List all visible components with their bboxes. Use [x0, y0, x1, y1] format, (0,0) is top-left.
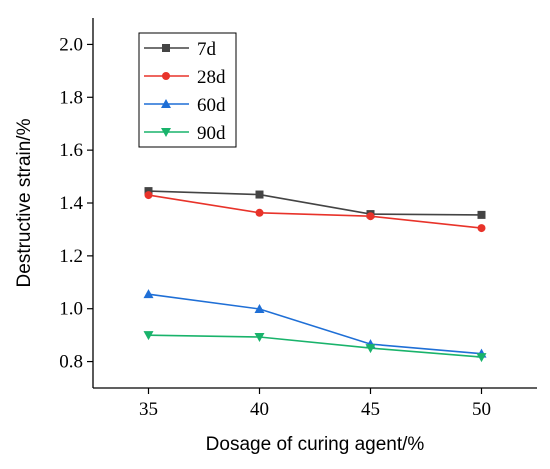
- legend-label: 28d: [197, 67, 226, 88]
- series-line-7d: [148, 190, 482, 216]
- data-point-60d: [254, 303, 265, 313]
- y-tick-label: 1.8: [59, 87, 83, 108]
- legend-item-7d: 7d: [144, 39, 217, 60]
- series-90d: [143, 331, 487, 363]
- data-point-60d: [143, 289, 154, 299]
- y-tick-label: 1.6: [59, 140, 83, 161]
- legend-box: [138, 32, 237, 148]
- legend-marker: [161, 99, 171, 108]
- legend-label: 90d: [197, 123, 226, 144]
- data-point-7d: [255, 190, 264, 199]
- y-tick-label: 1.0: [59, 299, 83, 320]
- y-tick-label: 2.0: [59, 34, 83, 55]
- legend-item-28d: 28d: [144, 67, 226, 88]
- legend-label: 60d: [197, 95, 226, 116]
- x-tick-label: 35: [139, 399, 158, 420]
- y-tick-label: 0.8: [59, 352, 83, 373]
- series-layer: [143, 187, 487, 363]
- x-tick-label: 40: [250, 399, 269, 420]
- data-point-90d: [254, 332, 265, 342]
- data-point-28d: [144, 191, 153, 200]
- data-point-28d: [366, 212, 375, 221]
- legend-marker: [162, 72, 170, 80]
- series-line-60d: [148, 293, 482, 355]
- legend-item-90d: 90d: [144, 123, 226, 144]
- data-point-90d: [365, 344, 376, 354]
- series-60d: [143, 289, 487, 358]
- series-line-28d: [148, 194, 482, 229]
- data-point-90d: [143, 331, 154, 341]
- x-ticks: 35 40 45 50: [139, 388, 491, 420]
- legend-label: 7d: [197, 39, 217, 60]
- legend-marker: [161, 128, 171, 137]
- legend-item-60d: 60d: [144, 95, 226, 116]
- y-axis-title: Destructive strain/%: [14, 118, 35, 287]
- y-ticks: 0.8 1.0 1.2 1.4 1.6 1.8 2.0: [59, 34, 93, 373]
- legend-marker: [162, 44, 170, 52]
- data-point-90d: [476, 353, 487, 363]
- data-point-28d: [477, 224, 486, 233]
- series-line-90d: [148, 334, 482, 358]
- legend: 7d 28d 60d 90d: [138, 32, 237, 148]
- x-tick-label: 45: [361, 399, 380, 420]
- x-tick-label: 50: [472, 399, 491, 420]
- x-axis-title: Dosage of curing agent/%: [206, 434, 425, 455]
- data-point-28d: [255, 208, 264, 217]
- y-tick-label: 1.2: [59, 246, 83, 267]
- y-tick-label: 1.4: [59, 193, 83, 214]
- data-point-7d: [477, 210, 486, 219]
- series-28d: [144, 191, 486, 233]
